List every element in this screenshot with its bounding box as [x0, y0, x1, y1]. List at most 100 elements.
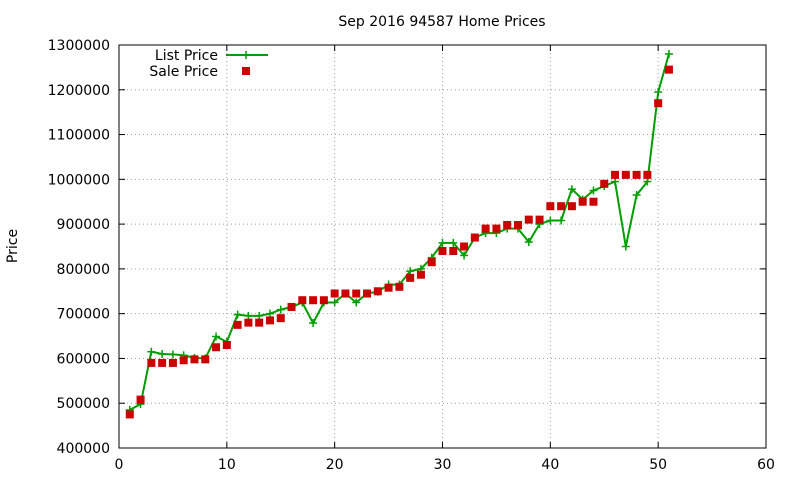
list-price-point	[654, 88, 663, 97]
sale-price-point	[212, 343, 221, 352]
x-tick-label: 60	[757, 457, 775, 473]
x-tick-label: 50	[649, 457, 667, 473]
x-tick-label: 10	[218, 457, 236, 473]
list-price-point	[255, 311, 264, 320]
sale-price-point	[416, 270, 425, 279]
sale-price-point	[384, 283, 393, 292]
sale-price-point	[168, 358, 177, 367]
y-tick-label: 1300000	[48, 38, 110, 54]
sale-price-point	[503, 221, 512, 230]
list-price-point	[632, 191, 641, 200]
list-price-point	[265, 309, 274, 318]
sale-price-point	[460, 242, 469, 251]
sale-price-point	[632, 170, 641, 179]
sale-price-point	[470, 233, 479, 242]
sale-price-point	[276, 314, 285, 323]
sale-price-point	[621, 170, 630, 179]
legend-label-list-price: List Price	[155, 48, 218, 64]
list-price-point	[557, 216, 566, 225]
sale-price-point	[567, 202, 576, 211]
y-tick-label: 600000	[57, 351, 110, 367]
plot-border	[118, 44, 767, 449]
list-price-point	[330, 298, 339, 307]
legend-label-sale-price: Sale Price	[149, 64, 218, 80]
sale-price-point	[395, 282, 404, 291]
sale-price-point	[643, 170, 652, 179]
sale-price-point	[438, 246, 447, 255]
sale-price-point	[589, 197, 598, 206]
sale-price-point	[341, 289, 350, 298]
sale-price-point	[513, 221, 522, 230]
sale-price-point	[373, 287, 382, 296]
legend: List Price Sale Price	[149, 48, 268, 80]
sale-price-point	[664, 65, 673, 74]
chart-title: Sep 2016 94587 Home Prices	[338, 14, 545, 30]
y-tick-label: 1200000	[48, 83, 110, 99]
sale-price-point	[481, 224, 490, 233]
sale-price-point	[147, 358, 156, 367]
list-price-point	[438, 238, 447, 247]
sale-price-point	[578, 197, 587, 206]
sale-price-point	[492, 224, 501, 233]
y-tick-label: 400000	[57, 441, 110, 457]
sale-price-point	[611, 170, 620, 179]
list-price-point	[233, 310, 242, 319]
sale-price-point	[233, 320, 242, 329]
y-axis-label: Price	[5, 229, 21, 263]
y-tick-label: 1000000	[48, 172, 110, 188]
sale-price-point	[265, 316, 274, 325]
list-price-point	[567, 185, 576, 194]
list-price-point	[664, 49, 673, 58]
sale-price-point	[449, 246, 458, 255]
x-tick-label: 30	[434, 457, 452, 473]
y-tick-label: 800000	[57, 262, 110, 278]
sale-price-point	[600, 179, 609, 188]
list-price-point	[244, 311, 253, 320]
sale-price-point	[406, 273, 415, 282]
list-price-point	[449, 238, 458, 247]
sale-price-point	[352, 289, 361, 298]
sale-price-point	[190, 355, 199, 364]
sale-price-point	[427, 258, 436, 267]
axes: 0 10 20 30 40 50 60 400000 500000 600000 700000 800…	[48, 38, 775, 473]
x-tick-label: 20	[326, 457, 344, 473]
sale-price-point	[546, 202, 555, 211]
list-price-point	[276, 305, 285, 314]
sale-price-point	[557, 202, 566, 211]
sale-price-point	[524, 215, 533, 224]
list-price-point	[406, 267, 415, 276]
sale-price-point	[654, 99, 663, 108]
y-tick-label: 700000	[57, 307, 110, 323]
list-price-point	[546, 216, 555, 225]
x-tick-label: 40	[541, 457, 559, 473]
list-price-point	[611, 177, 620, 186]
sale-price-point	[255, 318, 264, 327]
sale-price-point	[125, 410, 134, 419]
list-price-point	[158, 349, 167, 358]
y-tick-label: 500000	[57, 396, 110, 412]
list-price-point	[643, 177, 652, 186]
sale-price-point	[136, 395, 145, 404]
list-price-point	[168, 350, 177, 359]
list-price-point	[309, 319, 318, 328]
sale-price-point	[309, 296, 318, 305]
sale-price-point	[319, 296, 328, 305]
list-price-point	[147, 347, 156, 356]
list-price-point	[352, 298, 361, 307]
list-price-point	[212, 332, 221, 341]
x-tick-label: 0	[115, 457, 124, 473]
legend-marker-sale-price	[242, 67, 250, 75]
sale-price-point	[298, 296, 307, 305]
sale-price-point	[363, 289, 372, 298]
sale-price-point	[330, 289, 339, 298]
list-price-point	[621, 242, 630, 251]
list-price-point	[589, 186, 598, 195]
y-tick-label: 1100000	[48, 128, 110, 144]
sale-price-point	[179, 356, 188, 365]
list-price-point	[524, 238, 533, 247]
sale-price-point	[287, 302, 296, 311]
series-group	[125, 49, 673, 419]
